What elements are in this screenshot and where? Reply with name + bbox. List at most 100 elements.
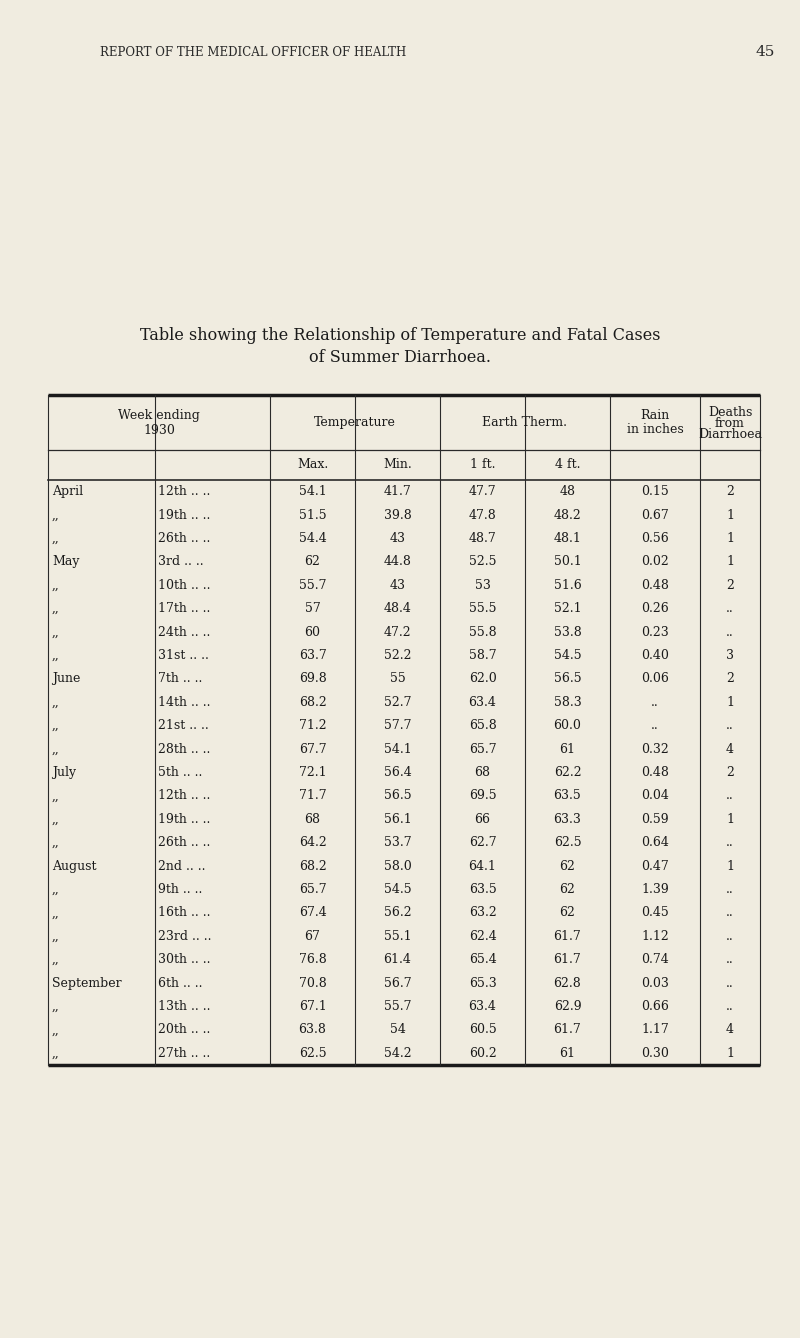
Text: 30th .. ..: 30th .. .. (158, 953, 210, 966)
Text: 17th .. ..: 17th .. .. (158, 602, 210, 615)
Text: 55.5: 55.5 (469, 602, 496, 615)
Text: 62.4: 62.4 (469, 930, 496, 943)
Text: 0.48: 0.48 (641, 765, 669, 779)
Text: 67: 67 (305, 930, 321, 943)
Text: 58.0: 58.0 (384, 859, 411, 872)
Text: 53.7: 53.7 (384, 836, 411, 850)
Text: 2: 2 (726, 673, 734, 685)
Text: 62.5: 62.5 (554, 836, 582, 850)
Text: ..: .. (726, 930, 734, 943)
Text: 56.4: 56.4 (384, 765, 411, 779)
Text: 68.2: 68.2 (298, 696, 326, 709)
Text: 54.1: 54.1 (298, 486, 326, 498)
Text: 65.3: 65.3 (469, 977, 496, 990)
Text: 53.8: 53.8 (554, 626, 582, 638)
Text: 41.7: 41.7 (384, 486, 411, 498)
Text: 56.2: 56.2 (384, 906, 411, 919)
Text: 61.7: 61.7 (554, 953, 582, 966)
Text: 48.4: 48.4 (383, 602, 411, 615)
Text: 47.2: 47.2 (384, 626, 411, 638)
Text: ,,: ,, (52, 649, 60, 662)
Text: April: April (52, 486, 83, 498)
Text: Diarrhoea: Diarrhoea (698, 428, 762, 442)
Text: 0.56: 0.56 (641, 533, 669, 545)
Text: ,,: ,, (52, 602, 60, 615)
Text: 0.66: 0.66 (641, 999, 669, 1013)
Text: 1 ft.: 1 ft. (470, 459, 495, 471)
Text: 2nd .. ..: 2nd .. .. (158, 859, 206, 872)
Text: 0.64: 0.64 (641, 836, 669, 850)
Text: 61.4: 61.4 (383, 953, 411, 966)
Text: 55.1: 55.1 (384, 930, 411, 943)
Text: 7th .. ..: 7th .. .. (158, 673, 202, 685)
Text: 53: 53 (474, 579, 490, 591)
Text: Earth Therm.: Earth Therm. (482, 416, 567, 429)
Text: 28th .. ..: 28th .. .. (158, 743, 210, 756)
Text: 0.32: 0.32 (641, 743, 669, 756)
Text: 57.7: 57.7 (384, 720, 411, 732)
Text: 1: 1 (726, 859, 734, 872)
Text: 51.5: 51.5 (298, 508, 326, 522)
Text: 43: 43 (390, 533, 406, 545)
Text: 23rd .. ..: 23rd .. .. (158, 930, 211, 943)
Text: 1: 1 (726, 555, 734, 569)
Text: ,,: ,, (52, 1024, 60, 1037)
Text: 26th .. ..: 26th .. .. (158, 533, 210, 545)
Text: 6th .. ..: 6th .. .. (158, 977, 202, 990)
Text: ,,: ,, (52, 743, 60, 756)
Text: 76.8: 76.8 (298, 953, 326, 966)
Text: 71.7: 71.7 (298, 789, 326, 803)
Text: 3: 3 (726, 649, 734, 662)
Text: 63.3: 63.3 (554, 812, 582, 826)
Text: 63.4: 63.4 (469, 999, 497, 1013)
Text: 61: 61 (559, 743, 575, 756)
Text: 69.5: 69.5 (469, 789, 496, 803)
Text: 21st .. ..: 21st .. .. (158, 720, 209, 732)
Text: 1930: 1930 (143, 424, 175, 438)
Text: 54.4: 54.4 (298, 533, 326, 545)
Text: 13th .. ..: 13th .. .. (158, 999, 210, 1013)
Text: 45: 45 (755, 45, 774, 59)
Text: 27th .. ..: 27th .. .. (158, 1046, 210, 1060)
Text: ..: .. (726, 789, 734, 803)
Text: ,,: ,, (52, 1046, 60, 1060)
Text: 67.7: 67.7 (298, 743, 326, 756)
Text: 62.9: 62.9 (554, 999, 582, 1013)
Text: 54.2: 54.2 (384, 1046, 411, 1060)
Text: 1.12: 1.12 (641, 930, 669, 943)
Text: ..: .. (726, 953, 734, 966)
Text: 50.1: 50.1 (554, 555, 582, 569)
Text: 63.4: 63.4 (469, 696, 497, 709)
Text: 0.02: 0.02 (641, 555, 669, 569)
Text: 0.15: 0.15 (641, 486, 669, 498)
Text: 1.39: 1.39 (641, 883, 669, 896)
Text: 61.7: 61.7 (554, 1024, 582, 1037)
Text: 56.7: 56.7 (384, 977, 411, 990)
Text: 62: 62 (305, 555, 321, 569)
Text: 62: 62 (559, 906, 575, 919)
Text: September: September (52, 977, 122, 990)
Text: July: July (52, 765, 76, 779)
Text: 4: 4 (726, 743, 734, 756)
Text: 71.2: 71.2 (298, 720, 326, 732)
Text: ..: .. (726, 836, 734, 850)
Text: 1: 1 (726, 1046, 734, 1060)
Text: 72.1: 72.1 (298, 765, 326, 779)
Text: 63.8: 63.8 (298, 1024, 326, 1037)
Text: 69.8: 69.8 (298, 673, 326, 685)
Text: Rain: Rain (640, 409, 670, 421)
Text: 64.2: 64.2 (298, 836, 326, 850)
Text: 3rd .. ..: 3rd .. .. (158, 555, 204, 569)
Text: 54.5: 54.5 (384, 883, 411, 896)
Text: REPORT OF THE MEDICAL OFFICER OF HEALTH: REPORT OF THE MEDICAL OFFICER OF HEALTH (100, 45, 406, 59)
Text: 63.5: 63.5 (469, 883, 496, 896)
Text: 9th .. ..: 9th .. .. (158, 883, 202, 896)
Text: 1.17: 1.17 (641, 1024, 669, 1037)
Text: 60.2: 60.2 (469, 1046, 496, 1060)
Text: Temperature: Temperature (314, 416, 396, 429)
Text: ,,: ,, (52, 812, 60, 826)
Text: 39.8: 39.8 (384, 508, 411, 522)
Text: 2: 2 (726, 765, 734, 779)
Text: 1: 1 (726, 696, 734, 709)
Text: 67.1: 67.1 (298, 999, 326, 1013)
